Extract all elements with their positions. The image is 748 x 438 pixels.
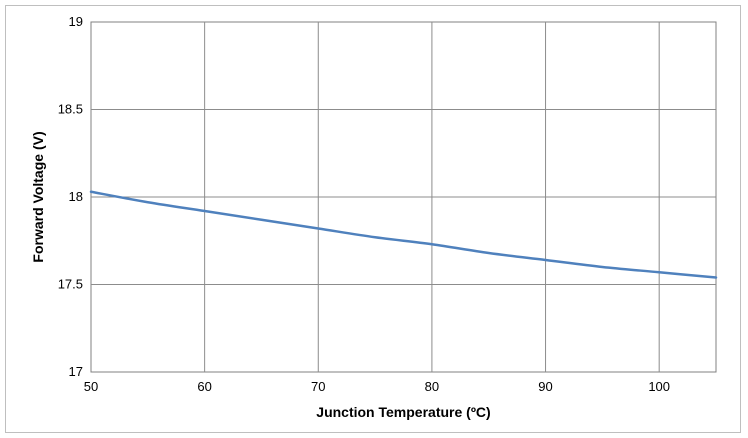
x-tick-labels: 50 60 70 80 90 100 bbox=[84, 379, 670, 394]
y-tick-label: 18.5 bbox=[58, 102, 83, 117]
x-tick-label: 80 bbox=[425, 379, 439, 394]
x-tick-label: 70 bbox=[311, 379, 325, 394]
y-tick-labels: 17 17.5 18 18.5 19 bbox=[58, 14, 83, 379]
series-layer bbox=[89, 190, 718, 279]
x-tick-label: 90 bbox=[538, 379, 552, 394]
y-axis-title: Forward Voltage (V) bbox=[30, 131, 46, 262]
series-line bbox=[89, 190, 718, 279]
x-axis-title: Junction Temperature (ºC) bbox=[316, 404, 490, 420]
y-tick-label: 19 bbox=[69, 14, 83, 29]
y-tick-label: 17 bbox=[69, 364, 83, 379]
grid-lines bbox=[91, 22, 716, 372]
x-tick-label: 60 bbox=[197, 379, 211, 394]
y-tick-label: 17.5 bbox=[58, 277, 83, 292]
x-tick-label: 100 bbox=[648, 379, 670, 394]
x-tick-label: 50 bbox=[84, 379, 98, 394]
y-tick-label: 18 bbox=[69, 189, 83, 204]
